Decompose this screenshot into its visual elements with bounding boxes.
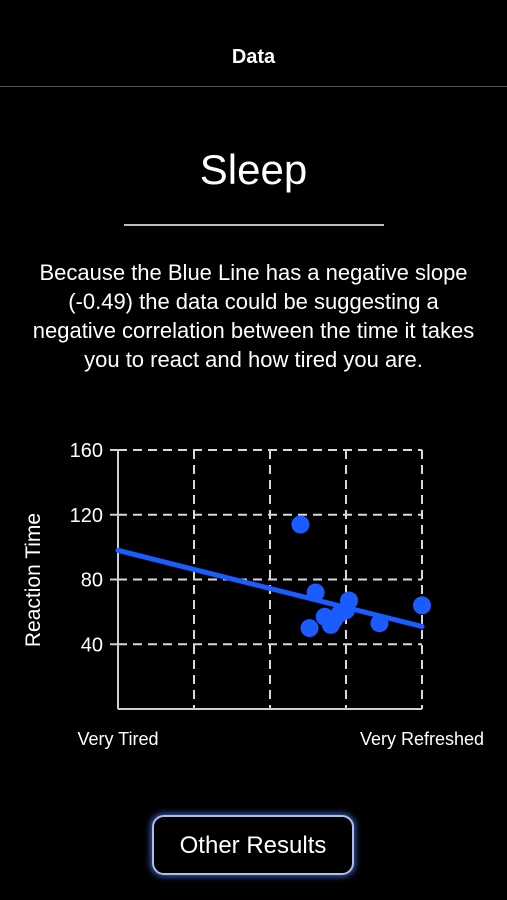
nav-title: Data [231, 46, 276, 68]
y-tick-label: 80 [81, 570, 103, 592]
scatter-chart: 160 120 80 40 Very Tired Very Refreshed [70, 440, 484, 749]
x-tick-label: Very Tired [77, 729, 158, 749]
data-point [413, 596, 431, 615]
data-point [306, 583, 325, 602]
page-title: Sleep [199, 146, 308, 193]
data-point [300, 619, 319, 638]
data-point [370, 614, 389, 633]
y-tick-label: 40 [81, 634, 103, 656]
other-results-button[interactable]: Other Results [152, 815, 354, 875]
y-tick-label: 160 [70, 440, 103, 462]
navigation-bar: Data [0, 0, 507, 87]
y-axis-label-wrap: Reaction Time [14, 500, 54, 660]
description-text: Because the Blue Line has a negative slo… [32, 260, 475, 372]
trend-line [115, 547, 425, 629]
y-axis-label: Reaction Time [22, 512, 45, 648]
y-tick-label: 120 [70, 505, 103, 527]
title-divider [124, 224, 384, 226]
data-point [291, 515, 310, 534]
data-point [340, 591, 359, 610]
x-tick-label: Very Refreshed [360, 729, 484, 749]
